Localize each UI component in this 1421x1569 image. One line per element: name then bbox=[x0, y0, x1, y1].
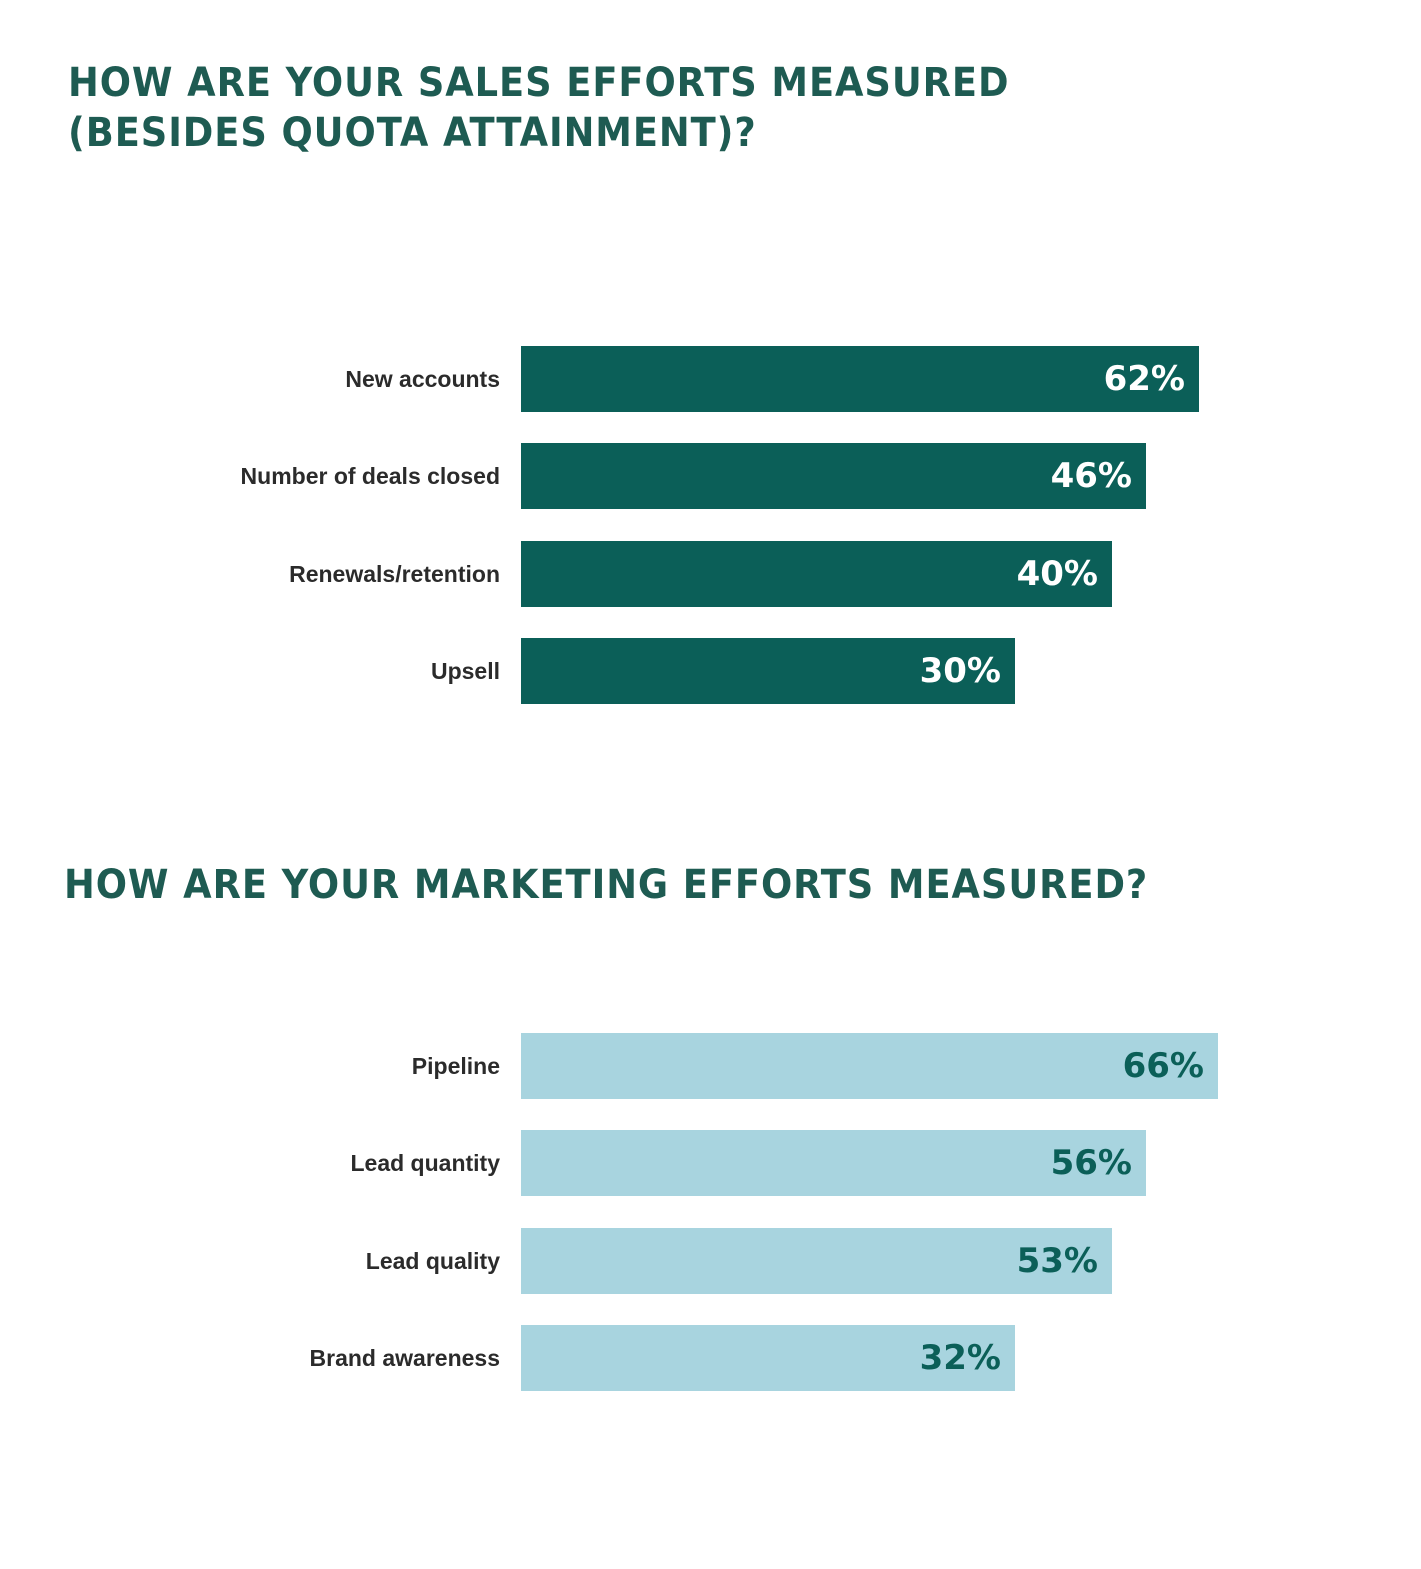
bar-label: Brand awareness bbox=[309, 1345, 500, 1371]
bar: 40% bbox=[521, 541, 1112, 607]
bar-row: Upsell 30% bbox=[0, 638, 1421, 704]
bar-value-label: 32% bbox=[919, 1338, 1001, 1378]
bar-label: Upsell bbox=[430, 658, 500, 684]
bar-label: Renewals/retention bbox=[289, 561, 500, 587]
bar: 46% bbox=[521, 443, 1146, 509]
bar-row: New accounts 62% bbox=[0, 346, 1421, 412]
bar-value-label: 53% bbox=[1016, 1241, 1098, 1281]
marketing-chart-title: HOW ARE YOUR MARKETING EFFORTS MEASURED? bbox=[64, 862, 1149, 908]
bar: 66% bbox=[521, 1033, 1218, 1099]
bar-row: Lead quality 53% bbox=[0, 1228, 1421, 1294]
bar: 53% bbox=[521, 1228, 1112, 1294]
bar-value-label: 66% bbox=[1122, 1046, 1204, 1086]
bar-value-label: 62% bbox=[1103, 359, 1185, 399]
bar: 62% bbox=[521, 346, 1199, 412]
sales-chart-title: HOW ARE YOUR SALES EFFORTS MEASURED (BES… bbox=[68, 58, 1080, 158]
bar-label: Lead quality bbox=[365, 1248, 500, 1274]
bar-row: Number of deals closed 46% bbox=[0, 443, 1421, 509]
bar-row: Lead quantity 56% bbox=[0, 1130, 1421, 1196]
bar-value-label: 46% bbox=[1050, 456, 1132, 496]
bar-value-label: 56% bbox=[1050, 1143, 1132, 1183]
bar-label: Lead quantity bbox=[350, 1150, 500, 1176]
bar-row: Renewals/retention 40% bbox=[0, 541, 1421, 607]
bar-value-label: 30% bbox=[919, 651, 1001, 691]
bar-row: Brand awareness 32% bbox=[0, 1325, 1421, 1391]
bar-value-label: 40% bbox=[1016, 554, 1098, 594]
bar: 56% bbox=[521, 1130, 1146, 1196]
bar-row: Pipeline 66% bbox=[0, 1033, 1421, 1099]
sales-title-line-2: (BESIDES QUOTA ATTAINMENT)? bbox=[68, 110, 757, 156]
bar-label: New accounts bbox=[345, 366, 500, 392]
bar: 30% bbox=[521, 638, 1015, 704]
sales-title-line-1: HOW ARE YOUR SALES EFFORTS MEASURED bbox=[68, 60, 1010, 106]
bar: 32% bbox=[521, 1325, 1015, 1391]
bar-label: Pipeline bbox=[411, 1053, 500, 1079]
bar-label: Number of deals closed bbox=[240, 463, 500, 489]
